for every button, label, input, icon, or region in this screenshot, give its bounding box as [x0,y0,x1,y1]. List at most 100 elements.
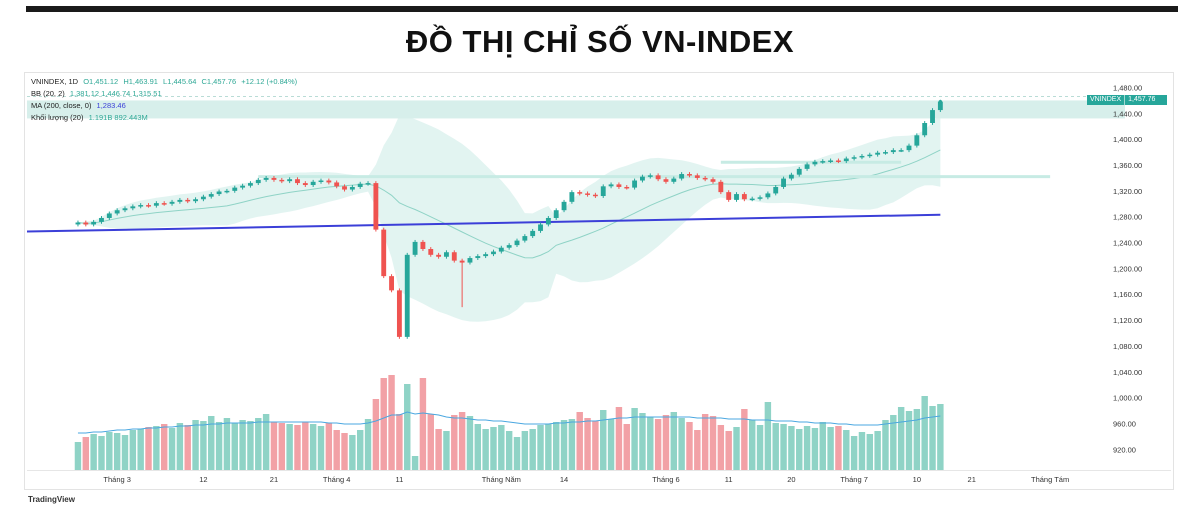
volume-bar [435,429,442,470]
candle [161,203,167,205]
volume-bar [701,414,709,470]
candle [310,181,316,186]
volume-bar [537,425,544,470]
chart-panel[interactable]: 920.00 960.00 1,000.00 1,040.00 1,080.00 1,12… [24,72,1174,490]
volume-bar [427,414,434,470]
candle [867,154,873,157]
volume-bar [592,421,599,470]
candle [200,196,206,200]
candle [671,178,677,182]
candle [396,290,402,337]
legend-volume-row[interactable]: Khối lượng (20) 1.191B 892.443M [31,113,151,123]
candle [530,230,536,237]
x-tick-label: 14 [560,475,568,484]
y-tick-label: 1,120.00 [1113,316,1142,325]
candle [796,168,802,175]
volume-bar [404,384,411,470]
candle [922,123,928,136]
candle [585,193,590,195]
candle [357,183,363,187]
badge-value: 1,457.76 [1128,96,1156,103]
candle [420,241,426,249]
volume-bar [552,422,560,470]
candle [506,245,512,248]
volume-bar [451,415,458,470]
volume-bar [490,427,497,470]
volume-bar [662,415,670,470]
candle [828,160,834,162]
volume-bar [74,442,82,470]
volume-bar [631,408,638,470]
candle [138,205,144,207]
volume-bar [600,410,607,470]
volume-bar [615,407,623,470]
volume-bar [709,416,717,470]
candle [279,179,285,182]
volume-bar [756,425,764,470]
volume-bar [913,409,921,470]
candle [153,203,159,206]
candle [600,186,606,197]
legend-close: C1,457.76 [201,77,237,86]
y-tick-label: 920.00 [1113,445,1136,454]
candle [937,101,943,111]
candle [616,184,622,187]
candle [577,192,583,194]
volume-bar [576,412,583,470]
y-tick-label: 1,400.00 [1113,135,1142,144]
page-title: ĐỒ THỊ CHỈ SỐ VN-INDEX [405,24,795,59]
candle [914,135,920,146]
tradingview-logo: TradingView [28,495,75,504]
candle [522,236,528,241]
candle [647,175,653,177]
volume-bar [309,424,317,470]
candle [240,185,246,188]
candle [851,157,857,159]
volume-bar [153,426,160,470]
x-tick-label: Tháng 3 [103,475,131,484]
volume-bar [733,427,740,470]
candle [836,160,841,162]
candle [404,254,410,337]
volume-ma-line [77,411,941,434]
candle [91,221,97,225]
level-band-2 [258,175,1051,179]
volume-bar [560,420,568,470]
candle [451,252,457,261]
legend-ohlc-row: VNINDEX, 1D O1,451.12 H1,463.91 L1,445.6… [31,77,300,87]
candle [146,205,151,207]
header-rule [26,6,1178,12]
volume-bar [380,378,387,470]
ma200-line [26,213,941,233]
volume-bar [717,425,725,470]
volume-bar [200,421,207,470]
volume-bar [215,422,223,470]
volume-bar [372,399,380,470]
volume-bar [106,432,113,470]
candle [726,192,732,200]
candle [436,254,442,257]
legend-ma-value: 1,283.46 [96,101,126,110]
legend-ma-row[interactable]: MA (200, close, 0) 1,283.46 [31,101,129,111]
candle [208,194,214,197]
x-tick-label: 10 [913,475,921,484]
candle [773,186,779,194]
legend-low: L1,445.64 [163,77,197,86]
volume-bar [819,422,826,470]
candle [373,183,379,230]
volume-bar [584,418,591,470]
volume-bar [874,431,881,470]
candle [640,176,645,181]
candle [263,177,269,180]
last-price-marker [938,100,943,104]
legend-bb-row[interactable]: BB (20, 2) 1,381.12 1,446.74 1,315.51 [31,89,165,99]
candlestick-chart[interactable]: 920.00 960.00 1,000.00 1,040.00 1,080.00 1,12… [25,73,1173,489]
volume-bar [231,423,238,470]
candle [898,150,904,152]
volume-bar [647,417,654,470]
volume-bar [866,434,874,470]
volume-bar [858,432,866,470]
candle [216,191,222,195]
volume-bar [270,422,278,470]
volume-bar [82,437,90,470]
